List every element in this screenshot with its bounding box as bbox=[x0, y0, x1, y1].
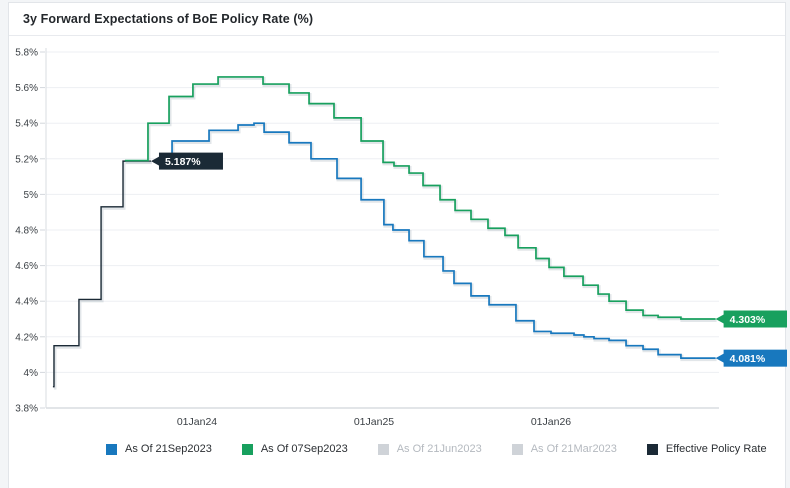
series-shadow-effective-policy-rate bbox=[53, 161, 152, 390]
legend-swatch-navy bbox=[646, 443, 658, 455]
series-effective-policy-rate bbox=[52, 160, 151, 388]
legend-swatch-gray-2 bbox=[511, 443, 523, 455]
y-axis-label: 5.8% bbox=[15, 48, 38, 59]
y-axis-label: 3.8% bbox=[15, 404, 38, 415]
series-shadow-as-of-21sep2023 bbox=[170, 123, 717, 362]
end-label-as-of-21sep2023: 4.081% bbox=[715, 349, 787, 367]
series-as-of-21sep2023 bbox=[169, 122, 716, 360]
legend-item-as-of-21jun2023[interactable]: As Of 21Jun2023 bbox=[377, 443, 482, 455]
svg-text:4.081%: 4.081% bbox=[730, 353, 766, 365]
series-as-of-07sep2023 bbox=[124, 76, 716, 320]
legend-label: Effective Policy Rate bbox=[665, 443, 767, 455]
x-axis-label: 01Jan25 bbox=[354, 416, 394, 428]
x-axis-label: 01Jan26 bbox=[531, 416, 571, 428]
chart-legend: As Of 21Sep2023 As Of 07Sep2023 As Of 21… bbox=[9, 440, 785, 458]
legend-label: As Of 21Mar2023 bbox=[530, 443, 617, 455]
legend-label: As Of 21Sep2023 bbox=[125, 443, 212, 455]
svg-text:5.187%: 5.187% bbox=[165, 156, 201, 168]
boe-policy-rate-chart[interactable]: 5.8% 5.6% 5.4% 5.2% 5% 4.8% 4.6% 4.4% 4.2% 4% 3.8%… bbox=[9, 36, 787, 436]
y-axis-label: 4.2% bbox=[15, 332, 38, 343]
y-axis-label: 5.6% bbox=[15, 83, 38, 94]
y-axis-label: 4.6% bbox=[15, 261, 38, 272]
end-label-effective-policy-rate: 5.187% bbox=[150, 152, 223, 170]
y-axis-label: 4.8% bbox=[15, 226, 38, 237]
svg-text:4.303%: 4.303% bbox=[730, 314, 766, 326]
legend-item-as-of-21sep2023[interactable]: As Of 21Sep2023 bbox=[106, 443, 212, 455]
legend-swatch-gray-1 bbox=[377, 443, 389, 455]
legend-item-as-of-21mar2023[interactable]: As Of 21Mar2023 bbox=[511, 443, 617, 455]
series-shadow-as-of-07sep2023 bbox=[125, 76, 717, 322]
chart-header: 3y Forward Expectations of BoE Policy Ra… bbox=[9, 3, 785, 36]
legend-label: As Of 21Jun2023 bbox=[396, 443, 482, 455]
chart-title: 3y Forward Expectations of BoE Policy Ra… bbox=[23, 12, 314, 26]
legend-swatch-green bbox=[241, 443, 253, 455]
end-label-as-of-07sep2023: 4.303% bbox=[715, 310, 787, 328]
y-axis-label: 5% bbox=[24, 190, 39, 201]
legend-item-effective-policy-rate[interactable]: Effective Policy Rate bbox=[646, 443, 767, 455]
legend-item-as-of-07sep2023[interactable]: As Of 07Sep2023 bbox=[241, 443, 348, 455]
chart-area: 5.8% 5.6% 5.4% 5.2% 5% 4.8% 4.6% 4.4% 4.2% 4% 3.8%… bbox=[9, 36, 787, 436]
y-axis-label: 4% bbox=[24, 368, 39, 379]
legend-swatch-blue bbox=[106, 443, 117, 455]
chart-card: 3y Forward Expectations of BoE Policy Ra… bbox=[8, 2, 787, 488]
y-axis-label: 5.4% bbox=[15, 119, 38, 130]
legend-label: As Of 07Sep2023 bbox=[260, 443, 348, 455]
y-axis-label: 5.2% bbox=[15, 154, 38, 165]
x-axis-label: 01Jan24 bbox=[177, 416, 217, 428]
y-axis-label: 4.4% bbox=[15, 297, 38, 308]
